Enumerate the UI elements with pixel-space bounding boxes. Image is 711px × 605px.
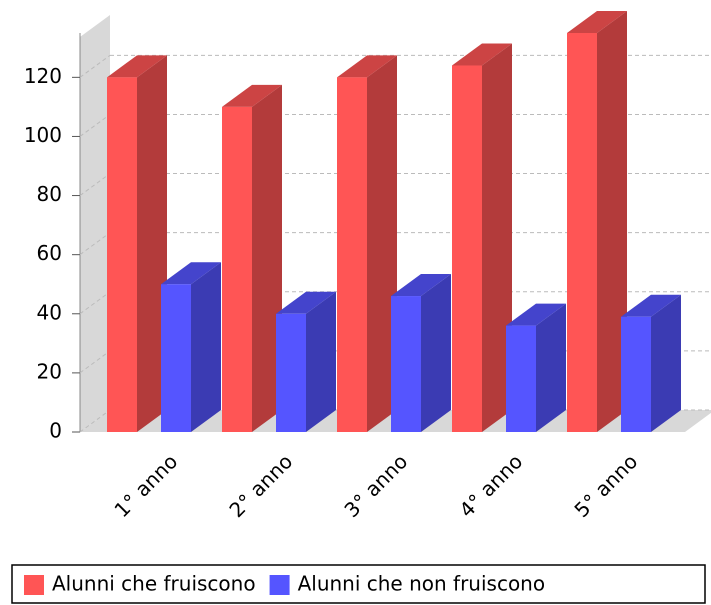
bar [506, 303, 566, 432]
bar-top [276, 291, 336, 314]
grid-line [79, 54, 111, 78]
bar-top [107, 55, 167, 78]
grid-line [79, 173, 111, 196]
bar-side [306, 291, 336, 432]
x-tick-label: 3° anno [339, 449, 412, 522]
grid-line [79, 114, 111, 137]
y-tick-label: 60 [37, 241, 62, 265]
x-tick-label: 5° anno [569, 449, 642, 522]
bar-top [337, 55, 397, 78]
bar-front [222, 106, 252, 432]
x-tick-label: 4° anno [454, 449, 527, 522]
legend-label: Alunni che fruiscono [52, 572, 256, 596]
bar-top [567, 11, 627, 33]
bar [276, 291, 336, 432]
bar-front [161, 284, 191, 432]
bar [452, 43, 512, 433]
bar-top [506, 303, 566, 326]
x-tick-label: 2° anno [224, 449, 297, 522]
bar [567, 11, 627, 432]
bar-top [452, 43, 512, 66]
bar-side [367, 55, 397, 432]
bar [391, 274, 451, 432]
bar-front [452, 65, 482, 432]
bar-front [107, 77, 137, 432]
legend-swatch [24, 575, 44, 595]
bar-side [137, 55, 167, 432]
bar [621, 294, 681, 432]
bar-side [252, 84, 282, 432]
bar-front [391, 296, 421, 432]
bar-top [621, 294, 681, 317]
y-tick-label: 100 [24, 123, 62, 147]
legend-label: Alunni che non fruiscono [298, 572, 546, 596]
y-tick-label: 80 [37, 182, 62, 206]
y-tick-label: 40 [37, 300, 62, 324]
bar-side [651, 294, 681, 432]
bar-top [222, 84, 282, 107]
bar-side [597, 11, 627, 432]
bar-side [421, 274, 451, 432]
grid-line [79, 291, 111, 315]
legend-box [11, 564, 706, 604]
grid-line [79, 350, 111, 374]
y-tick-label: 20 [37, 359, 62, 383]
bar-front [276, 313, 306, 432]
x-tick-label: 1° anno [109, 449, 182, 522]
bar [161, 262, 221, 432]
bar-top [161, 262, 221, 285]
bar [107, 55, 167, 432]
bar-front [506, 325, 536, 432]
bar-front [567, 33, 597, 432]
bar-top [391, 274, 451, 297]
bar-side [482, 43, 512, 433]
y-tick-label: 120 [24, 64, 62, 88]
bar-front [337, 77, 367, 432]
bar-front [621, 316, 651, 432]
bar [337, 55, 397, 432]
bar-side [191, 262, 221, 432]
grid-line [79, 232, 111, 256]
grid-line [79, 409, 111, 433]
side-wall [80, 15, 110, 432]
bar-side [536, 303, 566, 432]
y-tick-label: 0 [49, 419, 62, 443]
bar [222, 84, 282, 432]
legend-swatch [269, 575, 290, 595]
